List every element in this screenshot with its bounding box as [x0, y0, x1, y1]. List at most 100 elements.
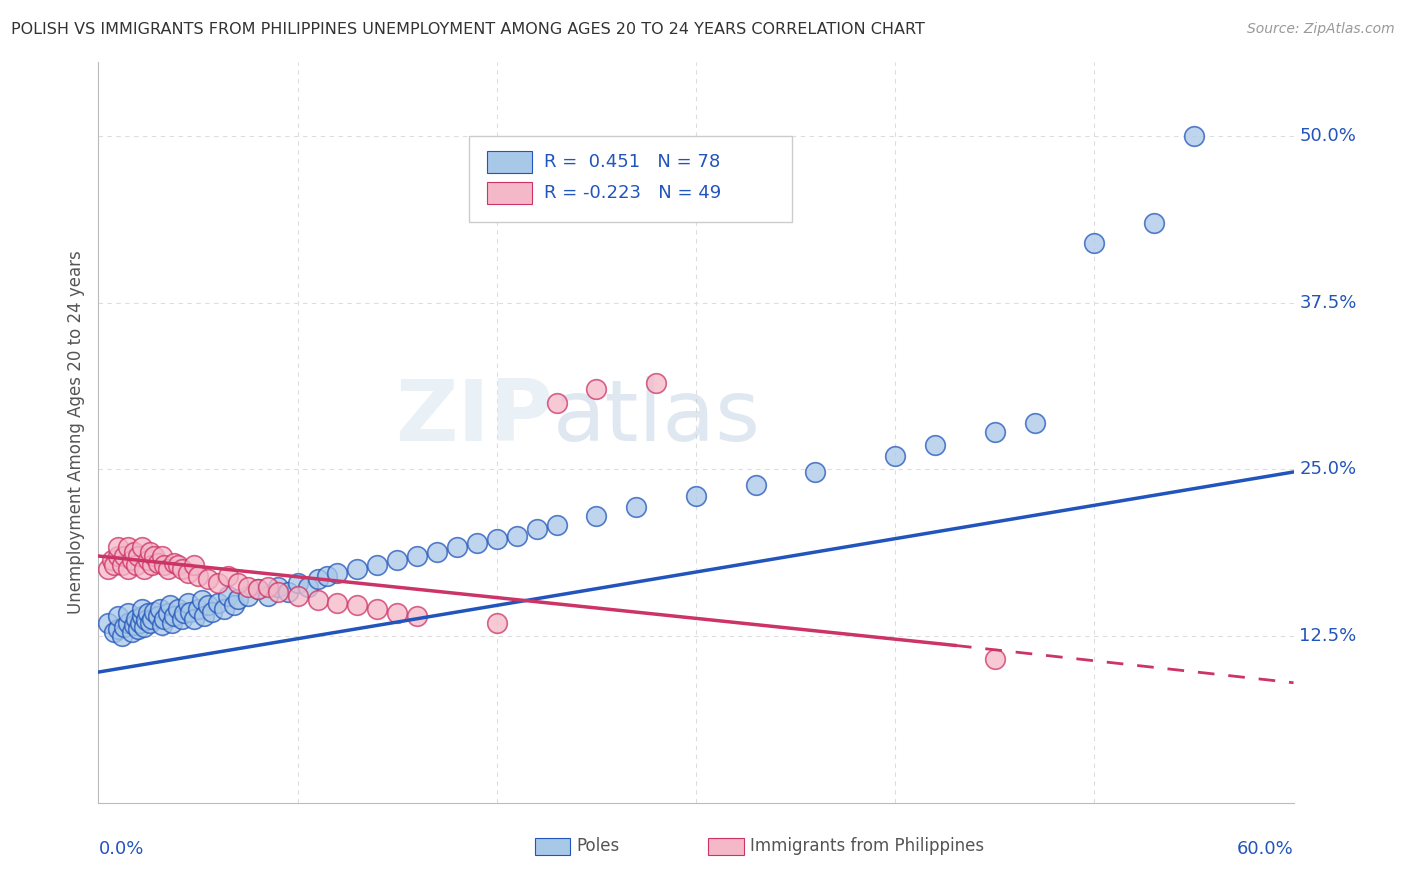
Point	[167, 602, 190, 616]
Text: Poles: Poles	[576, 838, 620, 855]
Text: R = -0.223   N = 49: R = -0.223 N = 49	[544, 184, 721, 202]
Point	[111, 558, 134, 573]
Point	[177, 566, 200, 581]
Point	[141, 558, 163, 573]
Point	[246, 582, 269, 597]
Y-axis label: Unemployment Among Ages 20 to 24 years: Unemployment Among Ages 20 to 24 years	[66, 251, 84, 615]
Point	[103, 625, 125, 640]
Text: Source: ZipAtlas.com: Source: ZipAtlas.com	[1247, 22, 1395, 37]
Point	[167, 558, 190, 573]
Point	[1143, 215, 1166, 229]
Point	[131, 540, 153, 554]
Point	[101, 553, 124, 567]
Point	[139, 545, 162, 559]
Point	[645, 376, 668, 390]
Text: 37.5%: 37.5%	[1299, 293, 1357, 311]
Text: 60.0%: 60.0%	[1237, 840, 1294, 858]
Point	[884, 449, 907, 463]
Point	[256, 580, 278, 594]
Point	[124, 618, 146, 632]
Point	[685, 489, 707, 503]
Text: 25.0%: 25.0%	[1299, 460, 1357, 478]
Point	[267, 585, 290, 599]
Point	[745, 478, 768, 492]
Point	[385, 553, 409, 567]
Point	[626, 500, 648, 514]
Point	[426, 545, 449, 559]
Point	[173, 607, 195, 621]
Point	[124, 545, 146, 559]
Point	[107, 540, 129, 554]
Point	[307, 572, 329, 586]
Point	[135, 613, 157, 627]
Point	[526, 522, 548, 536]
Point	[136, 553, 159, 567]
Point	[117, 615, 139, 630]
Point	[297, 580, 319, 594]
Point	[546, 395, 568, 409]
Point	[307, 593, 329, 607]
Point	[177, 596, 200, 610]
Point	[172, 562, 194, 576]
Point	[121, 553, 143, 567]
Point	[287, 575, 309, 590]
Point	[212, 602, 235, 616]
Point	[183, 612, 205, 626]
Bar	[486, 151, 533, 173]
Point	[197, 572, 219, 586]
Point	[163, 556, 186, 570]
Point	[107, 609, 129, 624]
Point	[201, 605, 224, 619]
Point	[139, 615, 162, 630]
Text: R =  0.451   N = 78: R = 0.451 N = 78	[544, 153, 720, 170]
Point	[183, 558, 205, 573]
Point	[141, 612, 163, 626]
Point	[924, 438, 946, 452]
Point	[984, 425, 1007, 439]
Point	[1024, 416, 1046, 430]
Point	[148, 609, 170, 624]
Point	[131, 602, 153, 616]
Point	[117, 562, 139, 576]
Text: atlas: atlas	[553, 376, 761, 459]
Point	[172, 612, 194, 626]
Point	[236, 580, 259, 594]
Point	[97, 562, 120, 576]
Point	[585, 508, 607, 523]
Point	[804, 465, 827, 479]
Point	[160, 615, 183, 630]
Point	[107, 623, 129, 637]
Point	[193, 609, 215, 624]
Point	[159, 599, 181, 613]
Point	[217, 569, 239, 583]
Point	[157, 562, 180, 576]
Point	[346, 562, 368, 576]
Point	[236, 589, 259, 603]
Point	[326, 566, 349, 581]
FancyBboxPatch shape	[470, 136, 792, 221]
Point	[277, 585, 299, 599]
Point	[197, 599, 219, 613]
Point	[121, 625, 143, 640]
Point	[1083, 235, 1105, 250]
Point	[222, 599, 245, 613]
Point	[107, 549, 129, 563]
Point	[149, 602, 172, 616]
Point	[112, 620, 135, 634]
Point	[316, 569, 339, 583]
Point	[131, 609, 153, 624]
Point	[385, 607, 409, 621]
Text: ZIP: ZIP	[395, 376, 553, 459]
Point	[191, 593, 214, 607]
Point	[153, 612, 176, 626]
Text: 0.0%: 0.0%	[98, 840, 143, 858]
Point	[112, 549, 135, 563]
Point	[111, 629, 134, 643]
Point	[134, 620, 156, 634]
Text: 50.0%: 50.0%	[1299, 127, 1357, 145]
Point	[406, 609, 429, 624]
Point	[506, 529, 529, 543]
Point	[217, 589, 239, 603]
Point	[148, 556, 170, 570]
Text: Immigrants from Philippines: Immigrants from Philippines	[749, 838, 984, 855]
